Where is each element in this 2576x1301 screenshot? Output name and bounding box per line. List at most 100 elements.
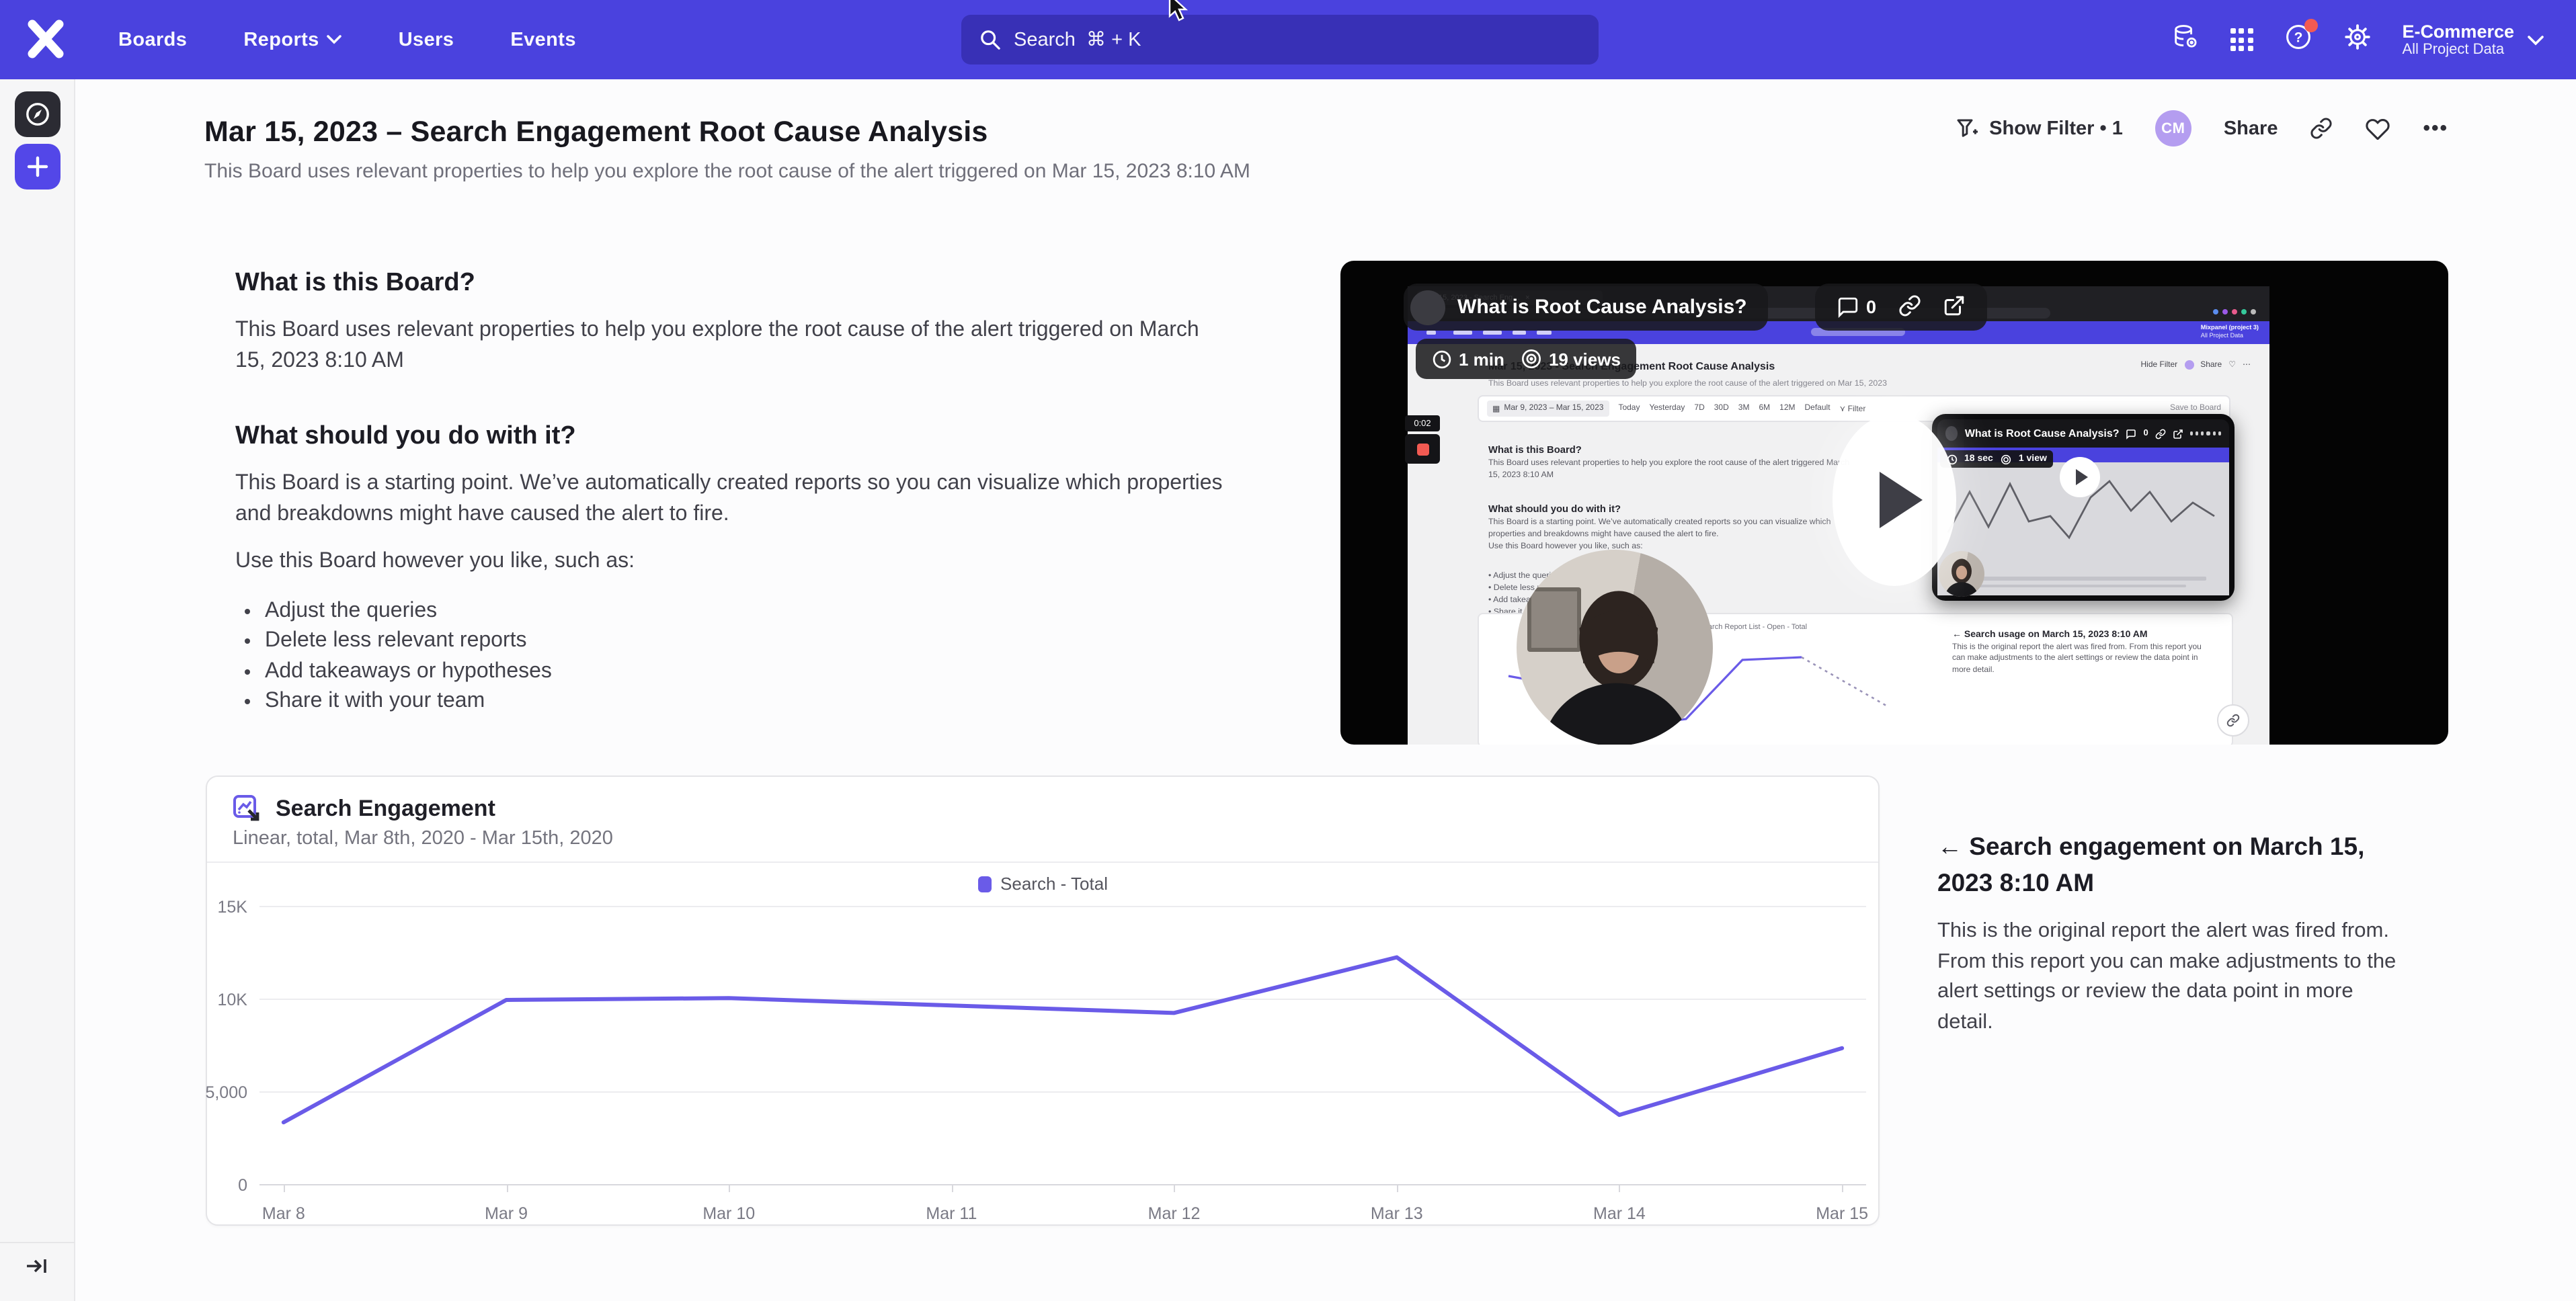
- section-body: This Board uses relevant properties to h…: [235, 319, 1199, 372]
- video-open-external-button[interactable]: [1942, 294, 1965, 321]
- mixpanel-logo-icon[interactable]: [26, 19, 66, 66]
- mini-report-aside: ← Search usage on March 15, 2023 8:10 AM…: [1952, 630, 2202, 674]
- card-divider: [207, 862, 1878, 863]
- board-intro-text: What is this Board? This Board uses rele…: [235, 269, 1223, 717]
- chart-legend[interactable]: Search - Total: [977, 874, 1108, 894]
- mini-range-option[interactable]: 30D: [1714, 405, 1729, 413]
- help-icon[interactable]: ?: [2284, 18, 2318, 57]
- views-icon: [2001, 454, 2011, 464]
- recording-widget: 0:02: [1405, 415, 1440, 464]
- search-placeholder: Search ⌘ + K: [1014, 29, 1141, 50]
- nav-item-events[interactable]: Events: [510, 29, 576, 50]
- mouse-cursor: [1168, 0, 1191, 31]
- nested-chart: [1947, 479, 2215, 540]
- gridline: [259, 906, 1866, 907]
- video-title: What is Root Cause Analysis?: [1457, 296, 1747, 319]
- video-copy-link-button[interactable]: [1898, 294, 1921, 321]
- nested-presenter: [1939, 551, 1984, 597]
- series-line: [284, 958, 1842, 1123]
- add-board-button[interactable]: [15, 144, 61, 190]
- gridline: [259, 1091, 1866, 1093]
- filter-plus-icon: [1956, 118, 1978, 136]
- mini-filter: ⋎ Filter: [1839, 405, 1866, 413]
- mini-board-toolbar: Hide Filter Share ♡ ⋯: [2140, 360, 2251, 370]
- search-input[interactable]: Search ⌘ + K: [961, 15, 1599, 65]
- show-filter-button[interactable]: Show Filter • 1: [1956, 118, 2123, 139]
- nested-video-stats: 18 sec 1 view: [1940, 450, 2054, 468]
- nested-video-title: What is Root Cause Analysis?: [1964, 427, 2120, 439]
- mini-range-option[interactable]: Today: [1618, 405, 1640, 413]
- video-views: 19 views: [1521, 348, 1621, 370]
- copy-link-button[interactable]: [2310, 117, 2333, 140]
- mini-range-option[interactable]: 7D: [1694, 405, 1705, 413]
- mini-extension-icons: [2213, 309, 2256, 314]
- nested-video-avatar: [1945, 426, 1958, 441]
- section-body: This Board is a starting point. We’ve au…: [235, 472, 1223, 525]
- section-title: What is this Board?: [235, 269, 475, 297]
- left-rail: [0, 79, 75, 1301]
- chart-line-svg: [259, 907, 1866, 1185]
- x-axis-tick-label: Mar 8: [261, 1204, 305, 1223]
- chart-xaxis: Mar 8 Mar 9 Mar 10 Mar 11 Mar 12 Mar 13 Mar 14…: [259, 1185, 1868, 1223]
- share-button[interactable]: Share: [2223, 118, 2278, 139]
- report-title[interactable]: Search Engagement: [276, 796, 495, 821]
- data-management-icon[interactable]: [2171, 22, 2199, 57]
- comment-icon: [2126, 429, 2136, 439]
- video-actions-pill: 0: [1815, 284, 1987, 331]
- x-axis-tick-label: Mar 15: [1816, 1204, 1869, 1223]
- settings-gear-icon[interactable]: [2343, 22, 2371, 57]
- link-icon: [2310, 118, 2332, 139]
- gridline: [259, 1184, 1866, 1185]
- floating-link-button[interactable]: [2217, 704, 2249, 737]
- board-toolbar: Show Filter • 1 CM Share •••: [1956, 110, 2448, 146]
- user-avatar[interactable]: CM: [2155, 110, 2191, 146]
- favorite-button[interactable]: [2365, 117, 2390, 140]
- mini-section: What is this Board? This Board uses rele…: [1488, 444, 1850, 480]
- mini-project-label: Mixpanel (project 3) All Project Data: [2200, 324, 2259, 339]
- report-card-search-engagement[interactable]: Search Engagement Linear, total, Mar 8th…: [205, 775, 1880, 1226]
- mini-avatar: [2184, 360, 2194, 370]
- nav-item-reports[interactable]: Reports: [243, 29, 342, 50]
- x-axis-tick: [1174, 1185, 1176, 1192]
- x-axis-tick: [506, 1185, 508, 1192]
- y-axis-tick-label: 10K: [217, 991, 248, 1010]
- discover-compass-button[interactable]: [15, 91, 61, 137]
- top-nav: Boards Reports Users Events Search ⌘ + K: [0, 0, 2576, 79]
- chart-plot[interactable]: 0 5,000 10K 15K: [205, 898, 1866, 1195]
- project-name: E-Commerce: [2402, 21, 2514, 41]
- link-icon: [1898, 294, 1920, 316]
- video-duration: 1 min: [1432, 349, 1504, 369]
- nav-item-boards[interactable]: Boards: [118, 29, 188, 50]
- x-axis-tick-label: Mar 14: [1593, 1204, 1646, 1223]
- x-axis-tick-label: Mar 13: [1370, 1204, 1423, 1223]
- x-axis-tick: [1396, 1185, 1398, 1192]
- mini-range-option[interactable]: 6M: [1759, 405, 1771, 413]
- aside-body: This is the original report the alert wa…: [1937, 919, 2397, 1033]
- x-axis-tick: [729, 1185, 731, 1192]
- expand-sidebar-icon: [27, 1259, 46, 1273]
- mini-range-option[interactable]: 3M: [1738, 405, 1750, 413]
- more-options-button[interactable]: •••: [2423, 117, 2448, 140]
- play-button[interactable]: [1833, 414, 1956, 586]
- x-axis-tick: [283, 1185, 285, 1192]
- record-button: [1405, 434, 1440, 464]
- video-player-card[interactable]: Mar 15, 2023 - Search Eng…× Mixpanel (pr…: [1340, 261, 2448, 745]
- expand-sidebar-button[interactable]: [26, 1257, 48, 1282]
- link-icon: [2226, 714, 2240, 727]
- chevron-down-icon: [2528, 35, 2544, 45]
- compass-icon: [26, 103, 49, 126]
- line-chart-report-icon: [233, 795, 259, 821]
- nav-item-users[interactable]: Users: [398, 29, 454, 50]
- usage-bullet-list: Adjust the queries Delete less relevant …: [235, 596, 1223, 717]
- nested-legend-rows: [1951, 573, 2220, 587]
- project-switcher[interactable]: E-Commerce All Project Data: [2402, 21, 2544, 58]
- apps-grid-icon[interactable]: [2230, 28, 2253, 52]
- y-axis-tick-label: 15K: [217, 898, 248, 917]
- aside-annotation: ← Search engagement on March 15, 2023 8:…: [1937, 828, 2401, 1038]
- project-scope: All Project Data: [2402, 41, 2505, 57]
- mini-range-option[interactable]: Yesterday: [1649, 405, 1685, 413]
- mini-range-option[interactable]: 12M: [1779, 405, 1796, 413]
- nested-play-button[interactable]: [2060, 457, 2100, 497]
- video-comments-button[interactable]: 0: [1837, 296, 1876, 319]
- mini-range-option[interactable]: Default: [1804, 405, 1830, 413]
